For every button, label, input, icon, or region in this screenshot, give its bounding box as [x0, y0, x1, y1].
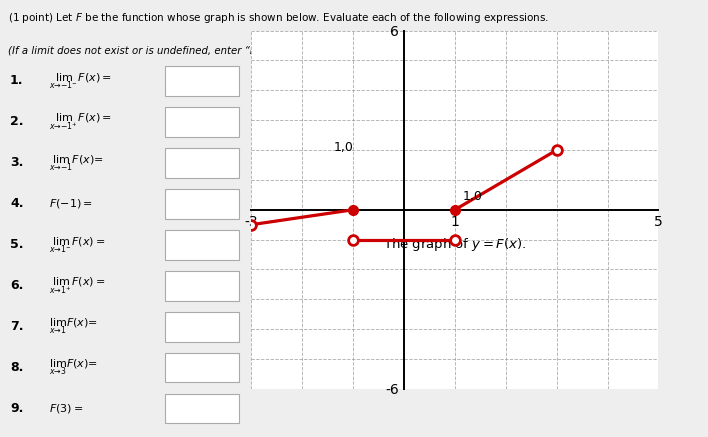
- Text: $\lim_{x \to -1^+} F(x)=$: $\lim_{x \to -1^+} F(x)=$: [49, 111, 112, 132]
- X-axis label: The graph of $y = F(x)$.: The graph of $y = F(x)$.: [383, 236, 527, 253]
- FancyBboxPatch shape: [165, 353, 239, 382]
- Text: $\lim_{x \to 3} F(x)=$: $\lim_{x \to 3} F(x)=$: [49, 358, 98, 378]
- Text: (1 point) Let $F$ be the function whose graph is shown below. Evaluate each of t: (1 point) Let $F$ be the function whose …: [8, 11, 549, 25]
- Text: 6.: 6.: [10, 279, 23, 292]
- FancyBboxPatch shape: [165, 66, 239, 96]
- Text: $\lim_{x \to 1^+} F(x)=$: $\lim_{x \to 1^+} F(x)=$: [49, 275, 105, 296]
- Text: $F(-1)=$: $F(-1)=$: [49, 197, 93, 210]
- Text: 8.: 8.: [10, 361, 23, 374]
- Text: 3.: 3.: [10, 156, 23, 169]
- Text: 1,0: 1,0: [333, 141, 353, 153]
- Text: 7.: 7.: [10, 320, 23, 333]
- FancyBboxPatch shape: [165, 148, 239, 178]
- Text: 2.: 2.: [10, 115, 23, 128]
- Text: 4.: 4.: [10, 197, 23, 210]
- Text: $\lim_{x \to 1} F(x)=$: $\lim_{x \to 1} F(x)=$: [49, 317, 98, 336]
- FancyBboxPatch shape: [165, 271, 239, 301]
- Text: 9.: 9.: [10, 402, 23, 415]
- FancyBboxPatch shape: [165, 189, 239, 218]
- FancyBboxPatch shape: [165, 230, 239, 260]
- FancyBboxPatch shape: [165, 394, 239, 423]
- FancyBboxPatch shape: [165, 312, 239, 342]
- Text: (​If a limit does not exist or is undefined, enter “DNE”.): (​If a limit does not exist or is undefi…: [8, 46, 284, 56]
- Text: $F(3)=$: $F(3)=$: [49, 402, 84, 415]
- Text: $\lim_{x \to -1^-} F(x)=$: $\lim_{x \to -1^-} F(x)=$: [49, 71, 112, 91]
- FancyBboxPatch shape: [165, 107, 239, 137]
- Text: 1,0: 1,0: [462, 190, 482, 203]
- Text: 1.: 1.: [10, 74, 23, 87]
- Text: $\lim_{x \to -1} F(x)=$: $\lim_{x \to -1} F(x)=$: [49, 153, 103, 173]
- Text: $\lim_{x \to 1^-} F(x)=$: $\lim_{x \to 1^-} F(x)=$: [49, 235, 105, 255]
- Text: 5.: 5.: [10, 238, 23, 251]
